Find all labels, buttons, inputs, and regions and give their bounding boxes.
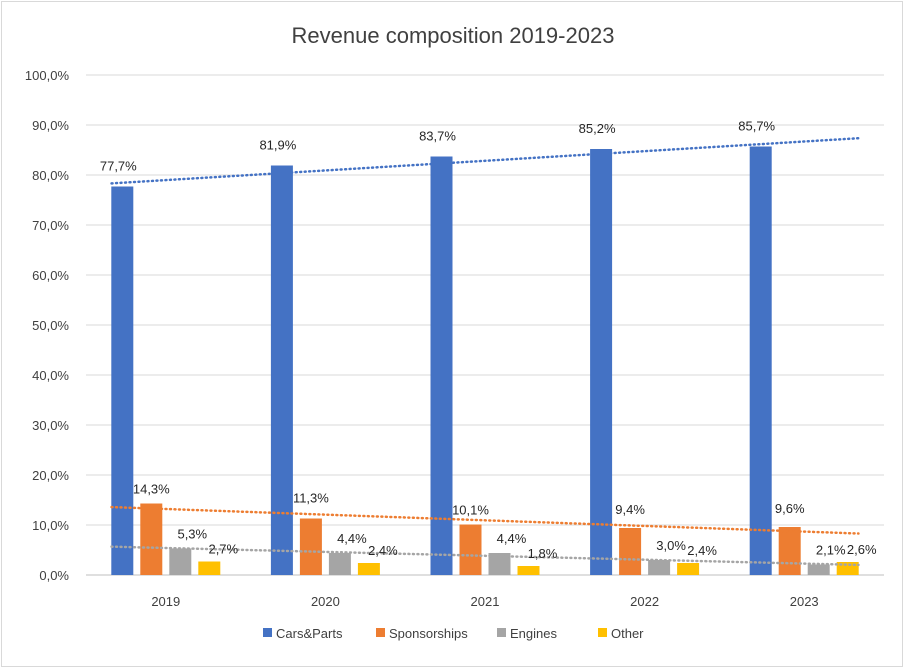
data-label: 10,1%	[452, 503, 489, 518]
bar-engines	[488, 553, 511, 575]
data-label: 1,8%	[528, 546, 558, 561]
y-tick-label: 90,0%	[32, 118, 69, 133]
y-tick-label: 0,0%	[39, 568, 69, 583]
x-axis: 2019 2020 2021 2022 2023	[151, 594, 818, 609]
data-label: 85,7%	[738, 119, 775, 134]
bar-engines	[328, 553, 351, 575]
bar-other	[517, 566, 540, 575]
bar-sponsorships	[299, 518, 322, 575]
bar-sponsorships	[459, 524, 482, 575]
y-axis: 0,0% 10,0% 20,0% 30,0% 40,0% 50,0% 60,0% 70,0% 8…	[25, 68, 70, 583]
legend: Cars&Parts Sponsorships Engines Other	[263, 626, 644, 641]
data-label: 2,4%	[368, 543, 398, 558]
data-label: 9,6%	[775, 501, 805, 516]
legend-swatch	[263, 628, 272, 637]
x-tick-label: 2021	[471, 594, 500, 609]
bar-cars-parts	[270, 165, 293, 575]
bar-other	[198, 561, 221, 575]
bar-sponsorships	[619, 528, 642, 575]
bar-engines	[648, 560, 671, 575]
y-tick-label: 20,0%	[32, 468, 69, 483]
data-label: 11,3%	[293, 491, 329, 506]
trendline-cars-parts	[110, 136, 860, 185]
x-tick-label: 2022	[630, 594, 659, 609]
y-tick-label: 60,0%	[32, 268, 69, 283]
data-label: 2,4%	[687, 543, 717, 558]
bar-cars-parts	[430, 156, 453, 575]
trendline-sponsorships	[110, 505, 860, 535]
data-label: 14,3%	[133, 482, 170, 497]
bar-cars-parts	[749, 146, 772, 575]
data-label: 2,6%	[847, 542, 877, 557]
bars	[111, 146, 859, 575]
y-tick-label: 70,0%	[32, 218, 69, 233]
data-label: 5,3%	[177, 527, 207, 542]
data-label: 2,1%	[816, 543, 846, 558]
bar-other	[677, 563, 700, 575]
data-label: 85,2%	[579, 121, 616, 136]
data-label: 4,4%	[497, 531, 527, 546]
bar-engines	[169, 548, 192, 575]
y-tick-label: 30,0%	[32, 418, 69, 433]
bar-cars-parts	[590, 149, 613, 575]
legend-label: Other	[611, 626, 644, 641]
y-tick-label: 100,0%	[25, 68, 70, 83]
data-label: 77,7%	[100, 159, 137, 174]
data-label: 4,4%	[337, 531, 367, 546]
legend-label: Engines	[510, 626, 557, 641]
trendlines	[110, 136, 860, 567]
bar-sponsorships	[778, 527, 801, 575]
legend-label: Sponsorships	[389, 626, 468, 641]
y-tick-label: 80,0%	[32, 168, 69, 183]
bar-sponsorships	[140, 503, 163, 575]
y-tick-label: 40,0%	[32, 368, 69, 383]
y-tick-label: 10,0%	[32, 518, 69, 533]
y-tick-label: 50,0%	[32, 318, 69, 333]
bar-cars-parts	[111, 186, 134, 575]
data-label: 83,7%	[419, 129, 456, 144]
legend-swatch	[598, 628, 607, 637]
x-tick-label: 2019	[151, 594, 180, 609]
chart-title: Revenue composition 2019-2023	[292, 23, 615, 48]
data-label: 2,7%	[208, 542, 238, 557]
legend-swatch	[376, 628, 385, 637]
trendline-engines	[110, 545, 860, 567]
data-label: 9,4%	[615, 502, 645, 517]
legend-swatch	[497, 628, 506, 637]
bar-other	[357, 563, 380, 575]
data-labels: 77,7% 81,9% 83,7% 85,2% 85,7% 14,3% 11,3% 10,1%…	[100, 119, 877, 562]
data-label: 81,9%	[259, 138, 296, 153]
data-label: 3,0%	[656, 538, 686, 553]
x-tick-label: 2023	[790, 594, 819, 609]
legend-label: Cars&Parts	[276, 626, 343, 641]
x-tick-label: 2020	[311, 594, 340, 609]
bar-engines	[807, 564, 830, 575]
